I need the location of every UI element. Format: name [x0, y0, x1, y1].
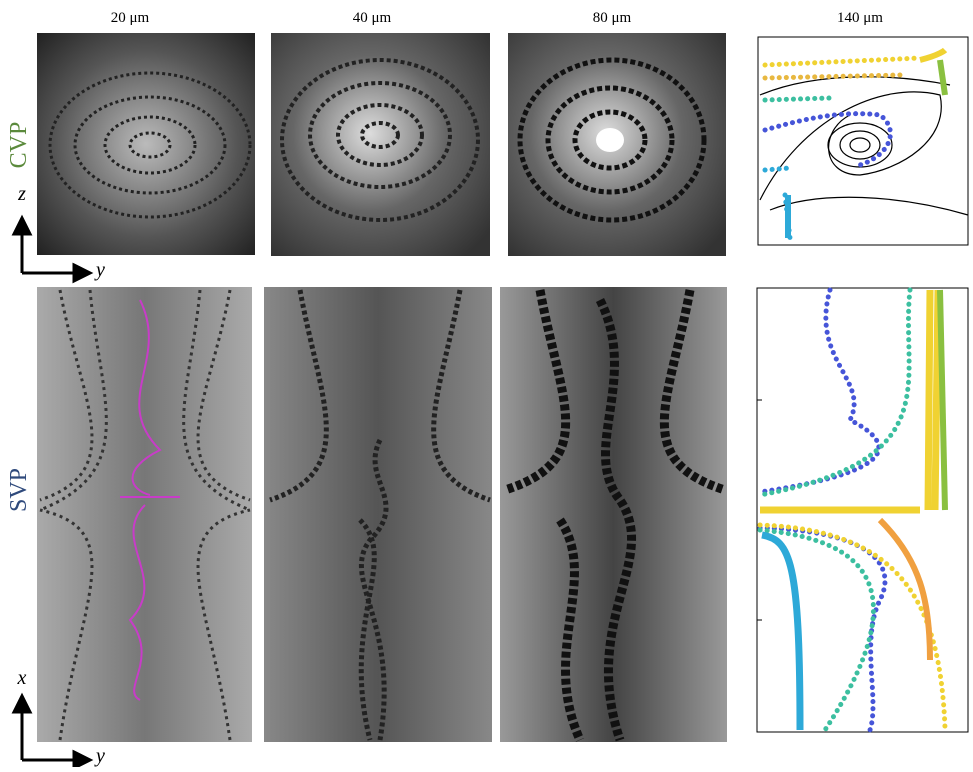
plot-cvp-140 [758, 37, 968, 245]
axis-label: z [17, 183, 26, 205]
column-label: 140 μm [837, 10, 883, 26]
image-cvp-20 [37, 33, 255, 255]
column-label: 20 μm [111, 10, 150, 26]
plot-svp-140 [757, 288, 968, 732]
image-cvp-80 [508, 33, 726, 256]
image-cvp-40 [271, 33, 490, 256]
image-svp-80 [500, 287, 727, 742]
axis-label: x [17, 667, 27, 689]
axis-label: y [94, 259, 105, 281]
image-svp-20 [37, 287, 252, 742]
row-label: CVP [6, 122, 32, 169]
image-svp-40 [264, 287, 492, 742]
row-label: SVP [6, 468, 32, 512]
column-label: 40 μm [353, 10, 392, 26]
figure: 20 μm 40 μm 80 μm 140 μm CVP SVP [0, 0, 973, 767]
column-label: 80 μm [593, 10, 632, 26]
axis-label: y [94, 745, 105, 767]
